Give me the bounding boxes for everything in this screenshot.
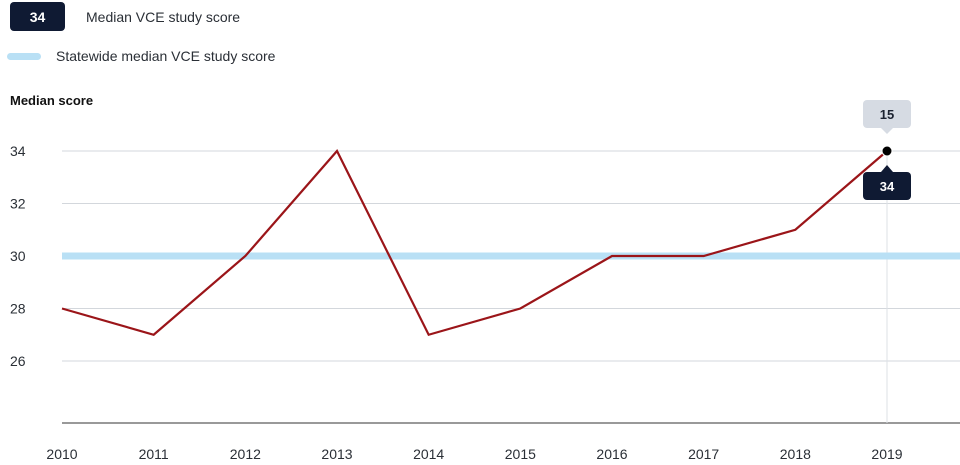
x-tick-label: 2013 (321, 446, 352, 462)
tooltip-statewide-value: 15 (880, 107, 894, 122)
tooltip-statewide-pointer (881, 128, 893, 134)
tooltip-school-pointer (881, 165, 893, 172)
y-axis-title: Median score (10, 93, 94, 108)
legend-item-school[interactable]: 34 Median VCE study score (10, 2, 240, 31)
x-tick-label: 2014 (413, 446, 444, 462)
y-tick-label: 32 (10, 196, 26, 212)
legend-item-statewide[interactable]: Statewide median VCE study score (7, 48, 275, 64)
legend-label-school: Median VCE study score (86, 8, 241, 25)
y-tick-label: 26 (10, 353, 26, 369)
legend-label-statewide: Statewide median VCE study score (56, 48, 276, 64)
x-tick-label: 2015 (505, 446, 536, 462)
legend-badge: 34 (10, 2, 65, 31)
x-tick-label: 2012 (230, 446, 261, 462)
y-tick-label: 28 (10, 301, 26, 317)
legend-swatch-statewide (7, 52, 41, 60)
tooltip-school-box (863, 172, 911, 200)
tooltip-school-value: 34 (880, 179, 895, 194)
x-tick-label: 2016 (596, 446, 627, 462)
tooltip-statewide-box (863, 100, 911, 128)
series-line-school (61, 149, 888, 337)
x-tick-label: 2011 (139, 446, 169, 462)
x-tick-label: 2018 (780, 446, 811, 462)
x-tick-label: 2017 (688, 446, 719, 462)
highlight-point[interactable] (881, 145, 893, 157)
y-tick-label: 34 (10, 143, 26, 159)
x-tick-label: 2010 (46, 446, 77, 462)
x-tick-label: 2019 (871, 446, 902, 462)
y-tick-label: 30 (10, 248, 26, 264)
